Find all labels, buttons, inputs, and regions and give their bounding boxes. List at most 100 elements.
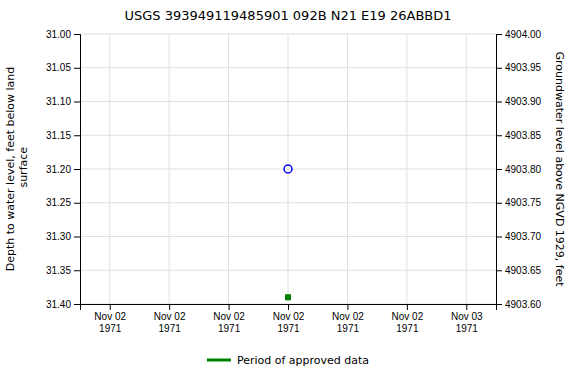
tick-label: 4903.95 (505, 62, 542, 73)
legend-swatch (207, 359, 231, 362)
chart: USGS 393949119485901 092B N21 E19 26ABBD… (0, 0, 576, 384)
tick-mark (74, 237, 80, 238)
tick-mark (496, 135, 502, 136)
tick: Nov 021971 (392, 304, 424, 334)
tick-label: 31.20 (46, 164, 71, 175)
tick-mark (347, 304, 348, 310)
tick-mark (496, 270, 502, 271)
tick-mark (74, 304, 80, 305)
point (285, 294, 291, 300)
tick-label: 31.40 (46, 299, 71, 310)
legend-label: Period of approved data (237, 354, 369, 367)
x-axis: Nov 021971Nov 021971Nov 021971Nov 021971… (81, 304, 497, 334)
tick-label: 31.00 (46, 29, 71, 40)
y-axis-title-line: Depth to water level, feet below land (4, 67, 17, 272)
tick-label-line: 1971 (396, 323, 419, 334)
tick: 31.25 (46, 197, 80, 208)
tick-mark (407, 304, 408, 310)
marks (284, 165, 292, 300)
tick-label-line: Nov 02 (392, 311, 424, 322)
tick-label: 4904.00 (505, 29, 542, 40)
tick: 4903.75 (496, 197, 542, 208)
tick-label: 31.15 (46, 130, 71, 141)
tick-label-line: 1971 (218, 323, 241, 334)
title: USGS 393949119485901 092B N21 E19 26ABBD… (124, 8, 451, 23)
tick-label: 31.10 (46, 96, 71, 107)
tick-mark (496, 34, 502, 35)
tick-label-line: Nov 02 (332, 311, 364, 322)
grid-line (169, 34, 170, 304)
y-axis: 31.00 31.05 31.10 31.15 31.20 31.25 31.30 31.35… (46, 29, 81, 310)
tick-mark (229, 304, 230, 310)
tick-mark (496, 102, 502, 103)
tick: 31.40 (46, 299, 80, 310)
tick-label-line: Nov 02 (154, 311, 186, 322)
grid-line (406, 34, 407, 304)
tick-label: 4903.80 (505, 164, 542, 175)
tick: 4903.85 (496, 130, 542, 141)
tick-label-line: 1971 (277, 323, 300, 334)
tick-mark (496, 237, 502, 238)
tick: 4903.65 (496, 265, 542, 276)
tick-label: Nov 021971 (213, 311, 245, 334)
tick-label: 31.30 (46, 231, 71, 242)
tick-mark (74, 135, 80, 136)
tick-label: Nov 021971 (332, 311, 364, 334)
tick-mark (74, 34, 80, 35)
tick-label-line: 1971 (456, 323, 479, 334)
y-axis-title: Depth to water level, feet below land su… (4, 67, 30, 272)
axis-line (81, 305, 497, 311)
tick-label: 31.35 (46, 265, 71, 276)
tick-mark (496, 68, 502, 69)
tick-label-line: Nov 02 (213, 311, 245, 322)
tick-label-line: Nov 02 (273, 311, 305, 322)
tick-mark (466, 304, 467, 310)
tick-mark (74, 169, 80, 170)
tick-label: 31.25 (46, 197, 71, 208)
y2-axis-title: Groundwater level above NGVD 1929, feet (553, 51, 566, 287)
tick: 4903.95 (496, 62, 542, 73)
tick: Nov 021971 (154, 304, 186, 334)
tick-mark (74, 203, 80, 204)
plot: 31.00 31.05 31.10 31.15 31.20 31.25 31.30 31.35… (4, 29, 566, 334)
tick: 4903.70 (496, 231, 542, 242)
tick: Nov 021971 (273, 304, 305, 334)
tick-label: Nov 031971 (451, 311, 483, 334)
tick-label: 4903.70 (505, 231, 542, 242)
y-axis-title-line: surface (17, 147, 30, 191)
tick: Nov 021971 (94, 304, 126, 334)
tick-label: Nov 021971 (273, 311, 305, 334)
tick-mark (74, 68, 80, 69)
tick: 31.10 (46, 96, 80, 107)
grid-line (466, 34, 467, 304)
tick: Nov 021971 (332, 304, 364, 334)
tick: 4903.80 (496, 164, 542, 175)
grid (80, 34, 496, 304)
tick: 4903.60 (496, 299, 542, 310)
grid-line (288, 34, 289, 304)
tick-label: Nov 021971 (392, 311, 424, 334)
grid-line (347, 34, 348, 304)
tick-label: 4903.85 (505, 130, 542, 141)
tick-label-line: Nov 03 (451, 311, 483, 322)
tick-label: Nov 021971 (94, 311, 126, 334)
point (284, 165, 292, 173)
tick-label-line: 1971 (337, 323, 360, 334)
grid-line (109, 34, 110, 304)
y2-axis: 4904.00 4903.95 4903.90 4903.85 4903.80 4903.… (496, 29, 542, 310)
tick: 31.00 (46, 29, 80, 40)
tick: 31.15 (46, 130, 80, 141)
axis-line (497, 35, 503, 305)
tick-label-line: 1971 (99, 323, 122, 334)
tick-label: 4903.60 (505, 299, 542, 310)
tick-mark (169, 304, 170, 310)
tick: 31.05 (46, 62, 80, 73)
tick: 4904.00 (496, 29, 542, 40)
tick-label: 4903.90 (505, 96, 542, 107)
tick-label: 4903.75 (505, 197, 542, 208)
tick-label-line: Nov 02 (94, 311, 126, 322)
tick-label-line: 1971 (159, 323, 182, 334)
tick: Nov 031971 (451, 304, 483, 334)
tick-label: Nov 021971 (154, 311, 186, 334)
tick-mark (288, 304, 289, 310)
